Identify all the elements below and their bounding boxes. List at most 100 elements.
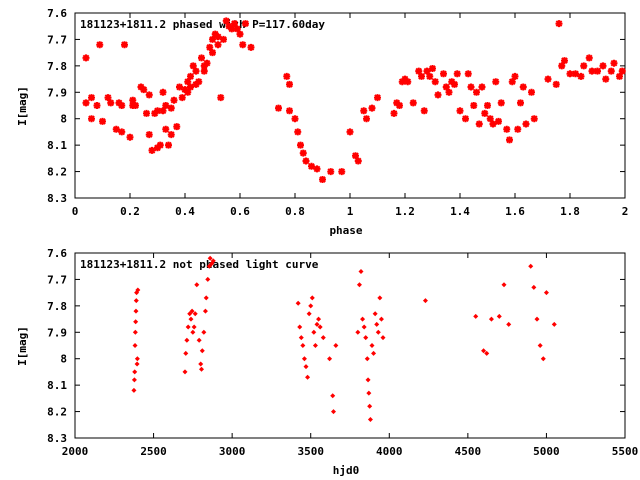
- data-point: [363, 335, 369, 341]
- data-point: [176, 83, 183, 91]
- data-point: [451, 80, 458, 88]
- data-point: [352, 152, 359, 160]
- data-point: [544, 75, 552, 83]
- data-point: [297, 324, 303, 330]
- data-point: [305, 374, 311, 380]
- y-tick-label: 8.2: [47, 166, 67, 179]
- data-point: [489, 120, 497, 128]
- data-point: [178, 94, 186, 102]
- y-tick-label: 8: [60, 113, 67, 126]
- data-point: [187, 83, 194, 91]
- x-tick-label: 4000: [376, 445, 403, 458]
- data-point: [448, 78, 456, 86]
- data-point: [327, 356, 333, 362]
- data-point: [588, 67, 596, 75]
- data-point: [88, 94, 95, 102]
- unphased-light-curve-panel: 181123+1811.2 not phased light curve hjd…: [16, 247, 638, 477]
- data-point: [194, 282, 200, 288]
- data-point: [131, 377, 137, 383]
- data-point: [202, 308, 208, 314]
- data-point: [369, 343, 375, 348]
- data-point: [286, 80, 293, 88]
- data-point: [360, 107, 368, 115]
- x-tick-label: 1.2: [395, 205, 415, 218]
- data-point: [118, 102, 126, 109]
- data-point: [309, 295, 315, 301]
- data-point: [126, 133, 134, 141]
- data-point: [481, 109, 489, 117]
- data-point: [209, 35, 216, 43]
- data-point: [393, 99, 401, 107]
- data-point: [415, 67, 423, 75]
- data-point: [354, 157, 362, 165]
- y-tick-label: 7.9: [47, 86, 67, 99]
- data-point: [327, 168, 335, 176]
- data-point: [530, 115, 538, 123]
- data-point: [528, 263, 534, 269]
- chart-title: 181123+1811.2 phased with P=117.60day: [80, 18, 325, 31]
- data-point: [346, 128, 354, 136]
- data-point: [488, 316, 494, 322]
- data-point: [133, 298, 139, 304]
- data-point: [134, 356, 140, 362]
- data-point: [159, 107, 167, 115]
- data-points: [131, 255, 557, 422]
- y-ticks: 7.6 7.7 7.8 7.9 8 8.1 8.2 8.3: [47, 7, 625, 205]
- data-point: [503, 125, 511, 133]
- data-point: [210, 258, 216, 264]
- data-point: [195, 78, 203, 86]
- y-tick-label: 7.6: [47, 247, 67, 260]
- data-point: [283, 72, 291, 80]
- data-point: [112, 125, 120, 133]
- data-point: [228, 25, 236, 33]
- data-point: [198, 361, 204, 367]
- data-point: [211, 30, 219, 38]
- data-point: [473, 88, 480, 96]
- data-point: [453, 70, 461, 78]
- data-point: [162, 102, 170, 109]
- data-point: [156, 141, 164, 149]
- data-point: [561, 57, 568, 65]
- data-point: [299, 149, 307, 157]
- data-point: [222, 17, 230, 25]
- data-point: [313, 165, 321, 173]
- data-point: [183, 350, 189, 356]
- y-tick-label: 8: [60, 353, 67, 366]
- data-point: [203, 295, 209, 301]
- data-point: [181, 86, 189, 94]
- data-point: [200, 62, 208, 70]
- data-point: [303, 364, 309, 370]
- data-point: [185, 324, 191, 330]
- data-point: [162, 125, 170, 133]
- data-point: [159, 88, 167, 96]
- data-point: [580, 62, 588, 70]
- data-point: [528, 88, 535, 96]
- plot-frame: [74, 12, 626, 199]
- y-tick-label: 8.3: [47, 192, 67, 205]
- data-point: [93, 102, 101, 109]
- data-point: [508, 78, 516, 86]
- data-point: [367, 417, 373, 422]
- data-point: [540, 356, 546, 362]
- data-point: [585, 54, 593, 62]
- data-point: [134, 361, 140, 367]
- data-point: [501, 282, 507, 288]
- data-point: [300, 343, 306, 348]
- data-point: [165, 141, 172, 149]
- data-point: [456, 107, 464, 115]
- data-point: [506, 321, 512, 327]
- data-point: [355, 329, 361, 335]
- data-point: [484, 350, 490, 356]
- data-point: [236, 30, 244, 38]
- x-tick-label: 3500: [297, 445, 324, 458]
- data-point: [82, 54, 90, 62]
- data-point: [445, 88, 453, 96]
- data-point: [531, 284, 537, 290]
- x-ticks: 2000 2500 3000 3500 4000 4500 5000 5500: [62, 253, 638, 458]
- y-tick-label: 8.3: [47, 432, 67, 445]
- x-tick-label: 1.6: [505, 205, 525, 218]
- data-point: [371, 350, 377, 356]
- data-point: [145, 91, 153, 99]
- data-point: [275, 104, 282, 112]
- data-point: [551, 321, 557, 327]
